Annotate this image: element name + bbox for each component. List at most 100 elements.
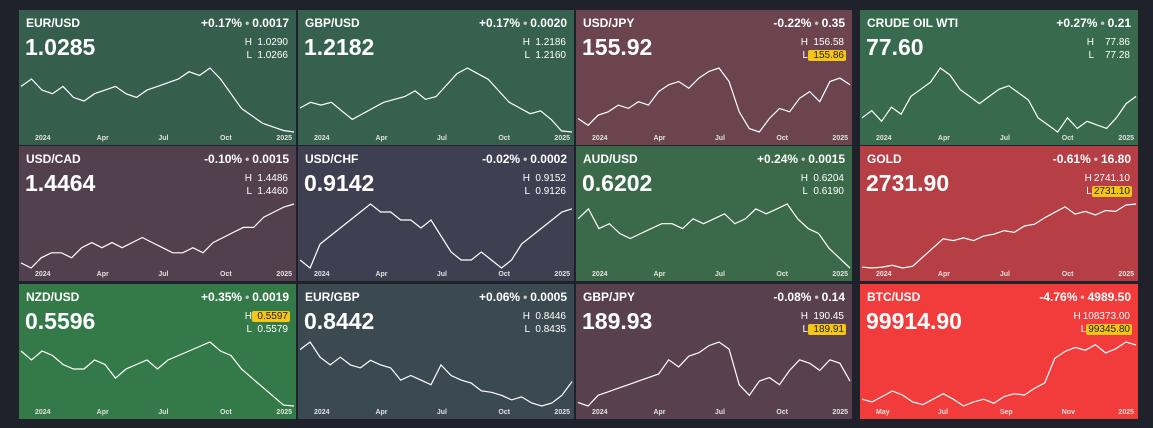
high-label: H [800,311,808,322]
sparkline [20,67,295,133]
high-value: 0.9152 [535,173,566,184]
x-axis-label: Jul [1000,135,1010,142]
x-axis-label: Oct [498,135,510,142]
change-percent: +0.17% [479,16,521,30]
high-value: 108373.00 [1082,311,1130,322]
ticker-tile: 2024 Apr Jul Oct 2025 EUR/USD +0.17% • 0.0017 1.0… [19,10,296,145]
change-value: 4989.50 [1087,290,1131,304]
ticker-tile: 2024 Apr Jul Oct 2025 GBP/JPY -0.08% • 0.14 189.9… [576,284,852,419]
low-label: L [524,186,530,197]
x-axis-label: Oct [498,271,510,278]
x-axis-label: 2024 [35,135,51,142]
ticker-tile: 2024 Apr Jul Oct 2025 EUR/GBP +0.06% • 0.0005 0.8… [298,284,574,419]
separator-dot: • [523,16,528,30]
separator-dot: • [245,152,250,166]
separator-dot: • [1080,290,1085,304]
x-axis-label: 2024 [876,135,892,142]
x-axis-label: Jul [715,135,725,142]
ticker-tile: 2024 Apr Jul Oct 2025 USD/CHF -0.02% • 0.0002 0.9… [298,146,574,281]
change-value: 0.21 [1107,16,1131,30]
low-row: L 0.6190 [802,186,846,197]
ticker-tile: May Jul Sep Nov 2025 BTC/USD -4.76% • 4989.50 999… [860,284,1138,419]
x-axis-label: Nov [1062,409,1075,416]
x-axis-label: Oct [220,409,232,416]
change: +0.06% • 0.0005 [479,290,567,304]
price: 155.92 [582,34,653,60]
low-value: 0.6190 [813,186,844,197]
symbol: GBP/USD [305,16,360,30]
sparkline-chart: 2024 Apr Jul Oct 2025 [299,203,573,278]
ticker-tile: 2024 Apr Jul Oct 2025 NZD/USD +0.35% • 0.0019 0.5… [19,284,296,419]
x-axis-label: 2025 [554,135,570,142]
change-value: 0.14 [821,290,845,304]
high-label: H [244,173,252,184]
x-axis-label: 2025 [832,409,848,416]
change: +0.27% • 0.21 [1056,16,1131,30]
x-axis-label: Oct [1062,271,1074,278]
x-axis-label: Jul [715,409,725,416]
change: +0.17% • 0.0017 [201,16,289,30]
sparkline [861,67,1137,133]
low-value: 0.8435 [535,324,566,335]
change-value: 0.0019 [252,290,289,304]
sparkline [299,67,573,133]
high-label: H [1084,173,1092,184]
low-value: 77.28 [1104,50,1130,61]
x-axis-label: Apr [938,271,950,278]
symbol: CRUDE OIL WTI [867,16,959,30]
change-value: 0.0017 [252,16,289,30]
low-value: 1.0266 [257,50,288,61]
high-row: H 0.5597 [245,311,290,322]
low-value: 0.9126 [535,186,566,197]
x-axis-label: 2024 [314,135,330,142]
x-axis-label: Apr [97,135,109,142]
low-row: L 0.5579 [246,324,290,335]
sparkline [577,203,851,269]
low-row: L 0.9126 [524,186,568,197]
low-row: L 2731.10 [1086,186,1132,197]
low-value: 189.91 [808,324,846,335]
x-axis-label: 2024 [592,135,608,142]
symbol: GBP/JPY [583,290,636,304]
x-axis-label: Jul [1000,271,1010,278]
x-axis-label: 2024 [876,271,892,278]
high-row: H 0.6204 [801,173,846,184]
high-value: 0.8446 [535,311,566,322]
change-percent: +0.24% [757,152,799,166]
high-label: H [522,311,530,322]
x-axis-label: 2024 [35,271,51,278]
sparkline [299,341,573,407]
low-value: 2731.10 [1091,186,1132,197]
high-value: 1.2186 [535,37,566,48]
x-axis-label: Oct [776,409,788,416]
ticker-tile: 2024 Apr Jul Oct 2025 USD/JPY -0.22% • 0.35 155.9… [576,10,852,145]
high-value: 156.58 [813,37,844,48]
high-row: H 156.58 [801,37,846,48]
symbol: USD/CAD [26,152,81,166]
change-percent: -4.76% [1039,290,1078,304]
low-row: L 155.86 [802,50,846,61]
sparkline-chart: 2024 Apr Jul Oct 2025 [20,203,295,278]
symbol: BTC/USD [867,290,921,304]
change-value: 0.0015 [252,152,289,166]
change-percent: +0.27% [1056,16,1098,30]
change-value: 0.0002 [530,152,567,166]
separator-dot: • [523,152,528,166]
high-label: H [800,173,808,184]
low-row: L 0.8435 [524,324,568,335]
price: 2731.90 [866,170,950,196]
high-label: H [1073,311,1081,322]
sparkline-chart: 2024 Apr Jul Oct 2025 [577,203,851,278]
low-label: L [802,186,808,197]
low-row: L 77.28 [1088,50,1132,61]
x-axis-label: Jul [437,271,447,278]
low-label: L [524,324,530,335]
low-value: 1.4460 [257,186,288,197]
high-row: H 77.86 [1087,37,1132,48]
low-value: 99345.80 [1086,324,1132,335]
x-axis-label: 2025 [554,409,570,416]
sparkline-chart: 2024 Apr Jul Oct 2025 [577,341,851,416]
x-axis-label: Jul [158,135,168,142]
separator-dot: • [814,16,819,30]
